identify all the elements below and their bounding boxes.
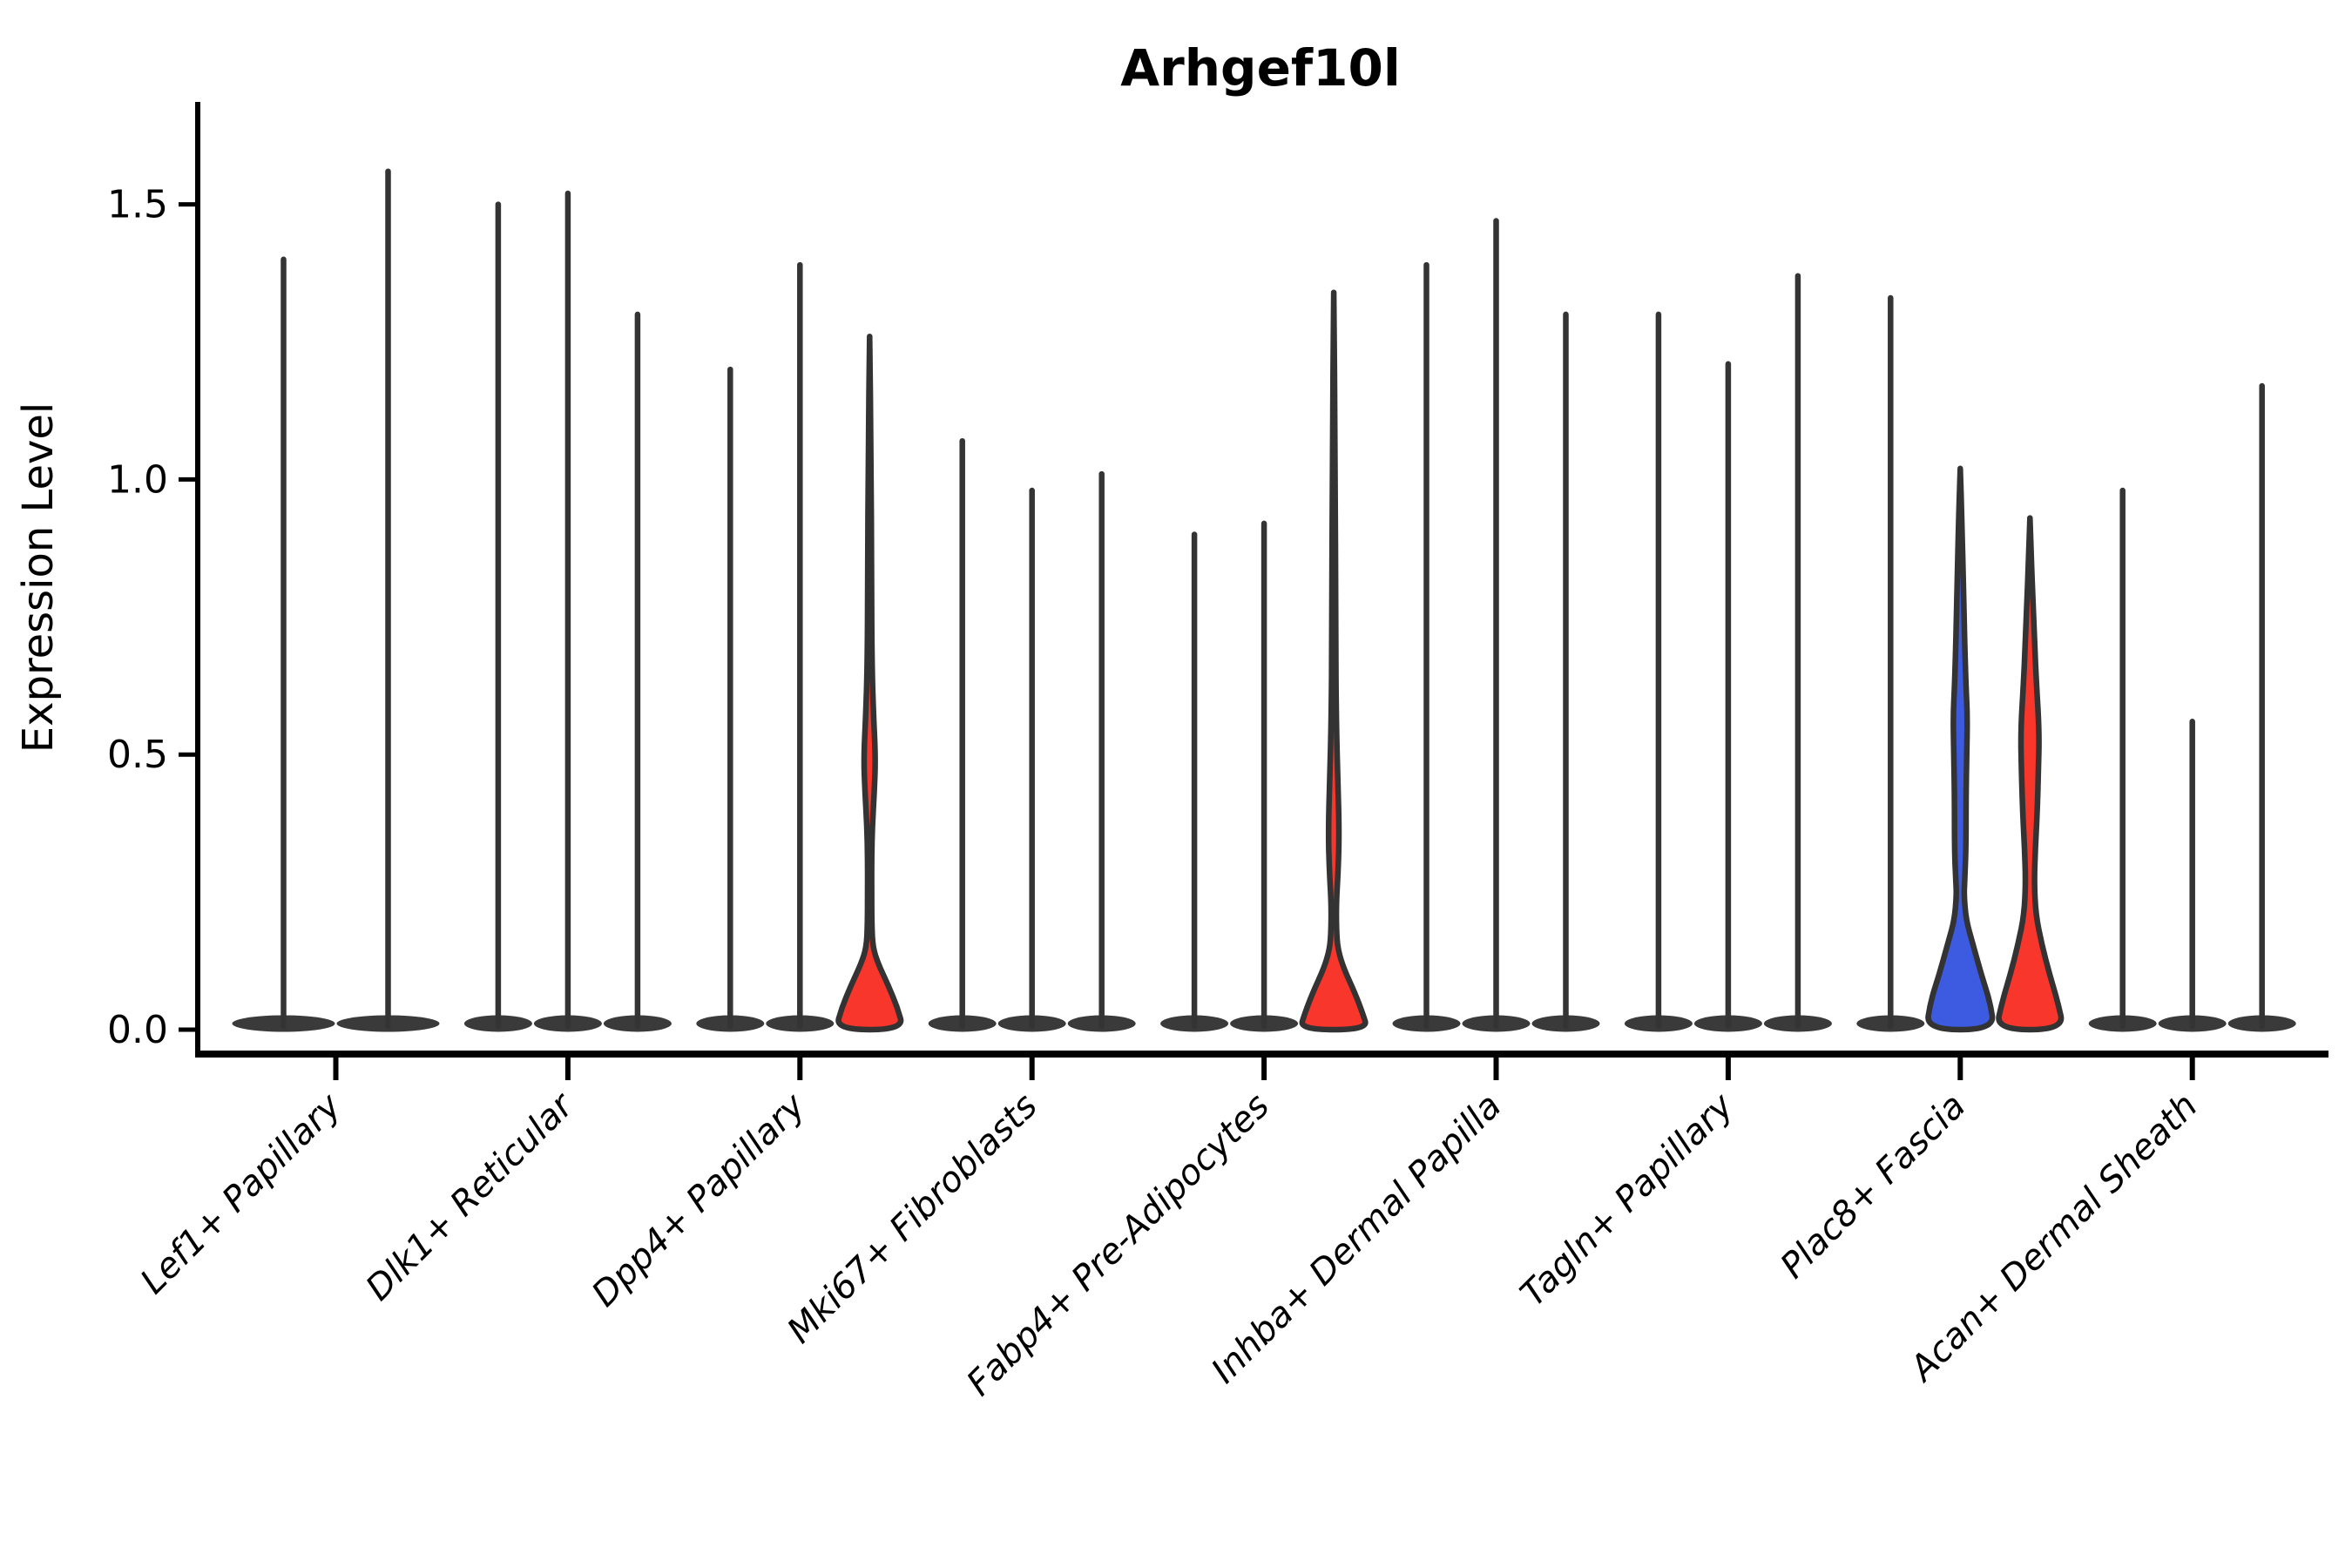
x-tick-label-2: Dlk1+ Reticular	[358, 1085, 582, 1308]
violin-shaped-5-3	[1299, 289, 1369, 1033]
y-tick-label: 0.0	[107, 1008, 168, 1052]
violin-shaped-8-2	[1925, 465, 1996, 1033]
violin-shaped-3-3	[835, 333, 904, 1033]
x-tick-label-3: Dpp4+ Papillary	[585, 1085, 814, 1315]
y-tick-label: 1.5	[107, 183, 168, 227]
y-tick-label: 1.0	[107, 457, 168, 502]
chart-title: Arhgef10l	[1120, 38, 1400, 98]
x-tick-label-4: Mki67+ Fibroblasts	[780, 1086, 1045, 1352]
x-tick-label-8: Plac8+ Fascia	[1773, 1086, 1973, 1287]
y-tick-label: 0.5	[107, 733, 168, 777]
x-tick-label-1: Lef1+ Papillary	[133, 1085, 350, 1302]
y-axis-label: Expression Level	[14, 402, 63, 754]
violin-shaped-8-3	[1996, 515, 2065, 1033]
x-tick-label-7: Tagln+ Papillary	[1513, 1085, 1742, 1315]
